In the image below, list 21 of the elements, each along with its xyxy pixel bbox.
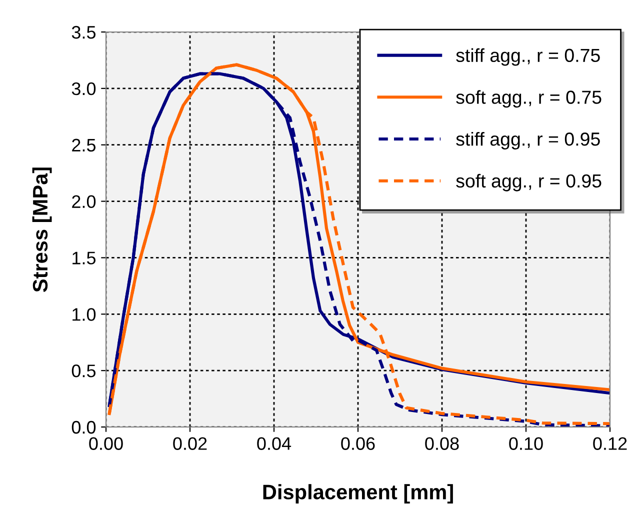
x-axis-title: Displacement [mm] (263, 484, 453, 504)
y-tick-label: 1.5 (72, 252, 96, 264)
y-tick-label: 3.0 (72, 82, 96, 96)
legend-label: stiff agg., r = 0.95 (456, 132, 600, 150)
y-tick-label: 2.5 (72, 138, 96, 152)
legend-label: soft agg., r = 0.95 (456, 174, 602, 192)
x-tick-label: 0.08 (425, 437, 459, 450)
legend-label: soft agg., r = 0.75 (456, 90, 602, 108)
x-tick-label: 0.06 (341, 437, 375, 450)
x-tick-label: 0.12 (593, 437, 627, 450)
x-tick-label: 0.10 (509, 437, 543, 450)
y-tick-label: 0.5 (72, 364, 96, 378)
y-tick-label: 0.0 (72, 420, 96, 434)
x-tick-label: 0.02 (173, 437, 207, 450)
x-tick-label: 0.04 (257, 437, 292, 450)
y-axis-title: Stress [MPa] (32, 168, 52, 292)
y-tick-label: 1.0 (72, 308, 96, 321)
y-tick-label: 2.0 (72, 195, 96, 208)
legend-label: stiff agg., r = 0.75 (456, 48, 600, 66)
y-tick-label: 3.5 (72, 26, 96, 39)
x-tick-label: 0.00 (89, 437, 123, 450)
